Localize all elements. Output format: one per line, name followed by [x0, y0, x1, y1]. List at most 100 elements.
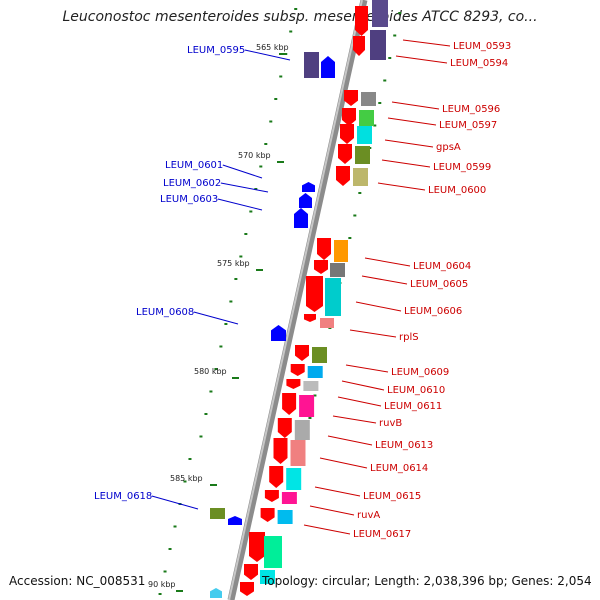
genome-title: Leuconostoc mesenteroides subsp. mesente…	[62, 9, 538, 25]
gene-label-right[interactable]: LEUM_0613	[375, 440, 433, 451]
label-leader	[364, 257, 411, 267]
gene-arrow	[260, 508, 275, 522]
cog-bar	[264, 536, 282, 568]
scale-dot	[274, 98, 278, 100]
gene-label-right[interactable]: rplS	[399, 332, 419, 343]
label-leader	[314, 486, 361, 497]
cog-bar	[312, 347, 327, 363]
gene-label-right[interactable]: ruvB	[379, 418, 402, 429]
gene-label-right[interactable]: LEUM_0610	[387, 385, 445, 396]
gene-arrow	[277, 418, 292, 438]
gene-arrow	[286, 379, 301, 389]
scale-dot	[158, 593, 162, 595]
cog-bar	[372, 0, 388, 27]
scale-dot	[173, 525, 177, 528]
scale-dot	[204, 413, 208, 415]
gene-label-right[interactable]: LEUM_0596	[442, 104, 500, 115]
gene-arrow	[342, 108, 356, 126]
scale-dot	[229, 300, 233, 303]
scale-dot	[259, 165, 263, 168]
scale-label: 90 kbp	[148, 580, 176, 589]
gene-arrow	[273, 438, 288, 464]
label-leader	[361, 275, 408, 285]
gene-label-left[interactable]: LEUM_0603	[160, 194, 218, 205]
gene-label-right[interactable]: LEUM_0614	[370, 463, 428, 474]
scale-label: 585 kbp	[170, 474, 203, 483]
gene-label-right[interactable]: LEUM_0600	[428, 185, 486, 196]
gene-arrow	[244, 564, 258, 580]
scale-dot	[308, 417, 312, 419]
scale-label: 580 kbp	[194, 367, 227, 376]
scale-dot	[294, 8, 298, 10]
gene-label-right[interactable]: gpsA	[436, 142, 461, 153]
cog-bar	[330, 263, 345, 277]
gene-label-left[interactable]: LEUM_0618	[94, 491, 152, 502]
gene-arrow	[295, 345, 309, 361]
label-leader	[309, 505, 355, 516]
scale-dot	[378, 102, 382, 104]
label-leader	[220, 182, 269, 193]
gene-label-left[interactable]: LEUM_0601	[165, 160, 223, 171]
label-leader	[327, 435, 373, 446]
scale-dot	[239, 255, 243, 258]
genome-backbone-highlight	[228, 0, 363, 600]
scale-tick	[232, 377, 239, 379]
cog-bar	[277, 510, 293, 524]
label-leader	[391, 101, 440, 110]
cog-bar	[299, 395, 315, 417]
scale-dot	[219, 345, 223, 348]
accession-text: Accession: NC_008531	[9, 574, 146, 588]
cog-bar	[303, 381, 319, 391]
label-leader	[402, 39, 451, 47]
label-leader	[387, 117, 437, 126]
gene-label-left[interactable]: LEUM_0595	[187, 45, 245, 56]
gene-label-right[interactable]: LEUM_0605	[410, 279, 468, 290]
gene-label-right[interactable]: LEUM_0609	[391, 367, 449, 378]
gene-label-right[interactable]: LEUM_0606	[404, 306, 462, 317]
label-leader	[244, 49, 291, 61]
gene-arrow	[355, 6, 368, 36]
scale-dot	[353, 214, 357, 217]
scale-dot	[279, 75, 283, 78]
gene-arrow	[302, 182, 315, 192]
scale-dot	[199, 435, 203, 438]
label-leader	[341, 380, 385, 391]
gene-arrow	[336, 166, 350, 186]
gene-label-right[interactable]: LEUM_0611	[384, 401, 442, 412]
scale-dot	[388, 57, 392, 59]
gene-label-right[interactable]: LEUM_0597	[439, 120, 497, 131]
label-leader	[384, 139, 434, 148]
scale-dot	[234, 278, 238, 280]
scale-tick	[176, 590, 183, 592]
scale-dot	[168, 548, 172, 550]
scale-dot	[224, 323, 228, 325]
gene-arrow	[271, 325, 286, 341]
cog-bar	[359, 110, 374, 126]
gene-label-right[interactable]: ruvA	[357, 510, 380, 521]
genome-backbone	[227, 0, 368, 600]
gene-arrow	[344, 90, 358, 106]
gene-label-right[interactable]: LEUM_0594	[450, 58, 508, 69]
cog-bar	[290, 440, 306, 466]
scale-dot	[214, 368, 218, 370]
gene-label-right[interactable]: LEUM_0617	[353, 529, 411, 540]
label-leader	[222, 164, 263, 179]
gene-arrow	[314, 260, 328, 274]
scale-dot	[254, 188, 258, 190]
gene-arrow	[269, 466, 284, 488]
gene-label-left[interactable]: LEUM_0602	[163, 178, 221, 189]
gene-arrow	[338, 144, 352, 164]
gene-label-right[interactable]: LEUM_0599	[433, 162, 491, 173]
gene-label-right[interactable]: LEUM_0604	[413, 261, 471, 272]
label-leader	[337, 396, 382, 407]
label-leader	[193, 311, 239, 325]
label-leader	[345, 364, 389, 373]
gene-label-left[interactable]: LEUM_0608	[136, 307, 194, 318]
cog-bar	[304, 52, 319, 78]
gene-label-right[interactable]: LEUM_0615	[363, 491, 421, 502]
gene-label-right[interactable]: LEUM_0593	[453, 41, 511, 52]
scale-dot	[313, 394, 317, 397]
scale-tick	[210, 484, 217, 486]
scale-tick	[279, 53, 286, 55]
